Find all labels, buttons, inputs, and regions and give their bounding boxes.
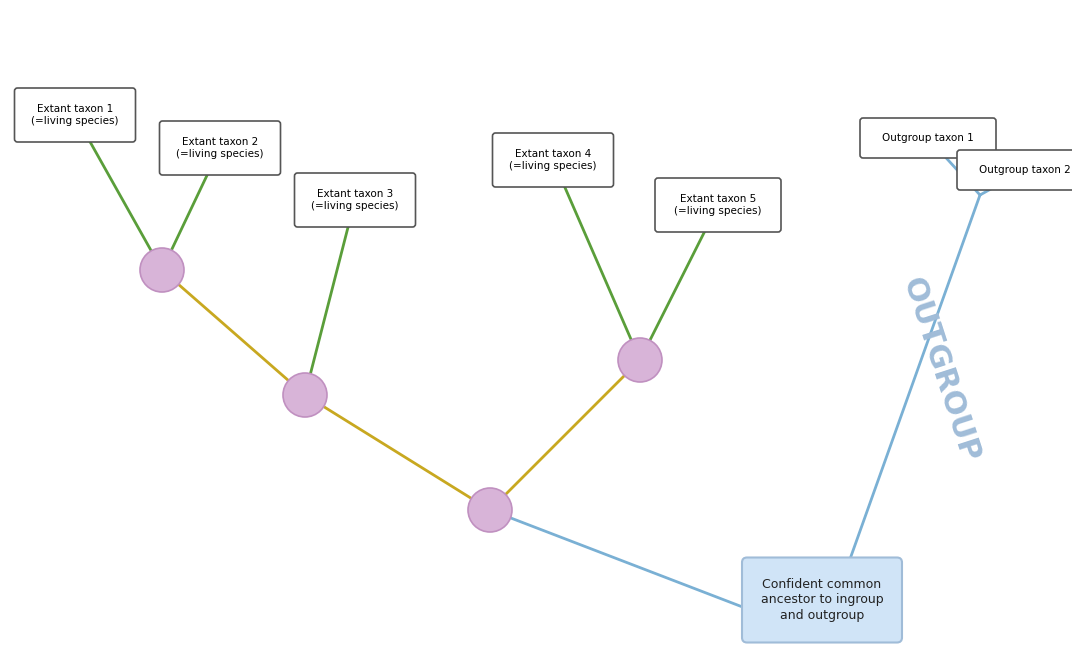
FancyBboxPatch shape bbox=[742, 558, 902, 643]
Text: Extant taxon 1
(=living species): Extant taxon 1 (=living species) bbox=[31, 104, 119, 125]
Text: OUTGROUP: OUTGROUP bbox=[896, 274, 983, 466]
Text: Extant taxon 4
(=living species): Extant taxon 4 (=living species) bbox=[509, 149, 597, 171]
Circle shape bbox=[140, 248, 184, 292]
Text: Outgroup taxon 2: Outgroup taxon 2 bbox=[979, 165, 1071, 175]
Text: Confident common
ancestor to ingroup
and outgroup: Confident common ancestor to ingroup and… bbox=[761, 578, 883, 621]
FancyBboxPatch shape bbox=[15, 88, 135, 142]
Circle shape bbox=[617, 338, 662, 382]
Text: Extant taxon 2
(=living species): Extant taxon 2 (=living species) bbox=[176, 137, 264, 159]
Circle shape bbox=[468, 488, 512, 532]
Text: Extant taxon 3
(=living species): Extant taxon 3 (=living species) bbox=[311, 189, 399, 211]
FancyBboxPatch shape bbox=[860, 118, 996, 158]
FancyBboxPatch shape bbox=[160, 121, 281, 175]
Circle shape bbox=[283, 373, 327, 417]
Text: Outgroup taxon 1: Outgroup taxon 1 bbox=[882, 133, 973, 143]
Text: Extant taxon 5
(=living species): Extant taxon 5 (=living species) bbox=[674, 194, 762, 216]
FancyBboxPatch shape bbox=[295, 173, 416, 227]
FancyBboxPatch shape bbox=[957, 150, 1072, 190]
FancyBboxPatch shape bbox=[492, 133, 613, 187]
FancyBboxPatch shape bbox=[655, 178, 781, 232]
